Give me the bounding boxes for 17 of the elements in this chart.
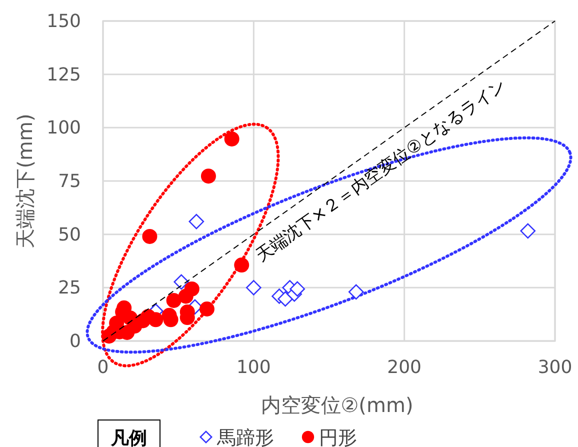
y-tick-label: 25 [58, 278, 81, 299]
x-tick-label: 300 [538, 357, 572, 378]
legend-label: 円形 [319, 427, 357, 447]
y-tick-label: 50 [58, 224, 81, 246]
y-tick-label: 0 [70, 331, 81, 352]
annotation: 天端沈下×２＝内空変位②となるライン [252, 76, 510, 266]
y-tick-label: 75 [58, 171, 81, 192]
legend-label: 馬蹄形 [216, 427, 274, 447]
x-tick-label: 200 [387, 357, 422, 378]
x-tick-label: 100 [236, 357, 271, 378]
legend-title: 凡例 [110, 428, 147, 447]
y-tick-label: 100 [46, 118, 81, 139]
y-tick-label: 125 [46, 64, 81, 86]
x-tick-label: 0 [97, 357, 109, 378]
x-axis-title: 内空変位②(mm) [260, 393, 414, 417]
y-tick-label: 150 [46, 11, 81, 32]
y-axis-title: 天端沈下(mm) [13, 114, 37, 248]
